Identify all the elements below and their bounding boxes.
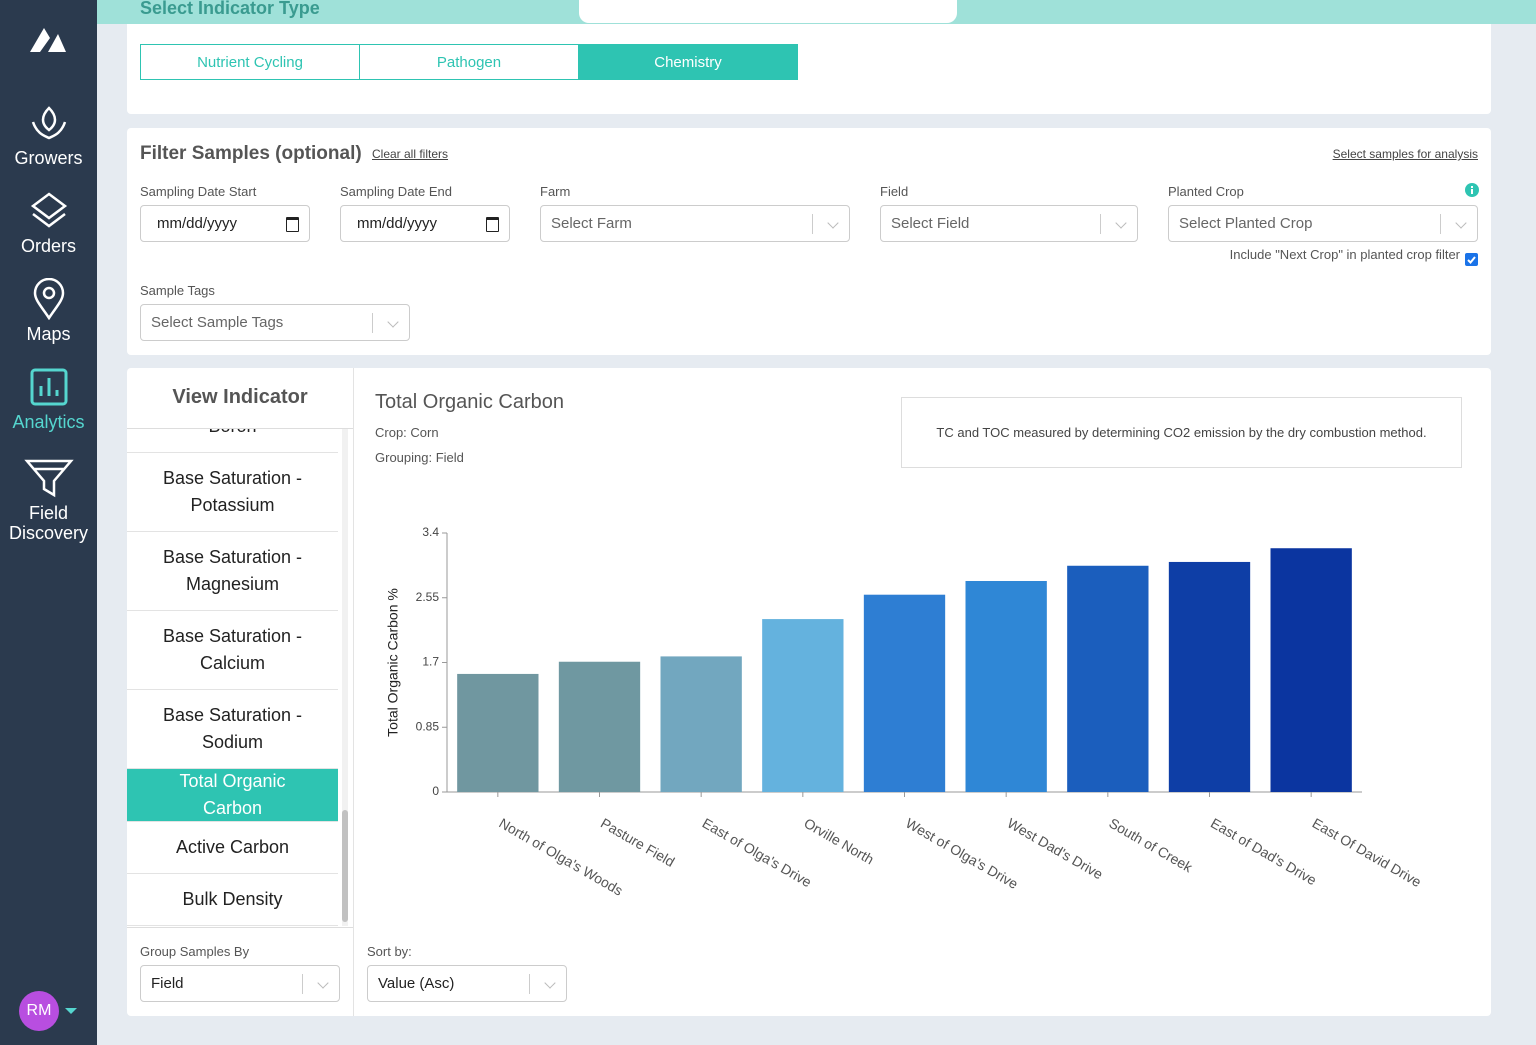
bar bbox=[1067, 565, 1149, 792]
nav-label: Analytics bbox=[12, 412, 85, 432]
info-icon[interactable] bbox=[1465, 183, 1479, 197]
logo bbox=[30, 28, 66, 52]
chart-title: Total Organic Carbon bbox=[375, 391, 564, 413]
y-tick-label: 2.55 bbox=[416, 590, 440, 604]
sort-label: Sort by: bbox=[367, 944, 412, 959]
nav-analytics[interactable]: Analytics bbox=[0, 366, 97, 432]
x-tick-label: East of Dad's Drive bbox=[1208, 815, 1320, 889]
x-tick-label: Pasture Field bbox=[598, 815, 677, 870]
bar bbox=[863, 594, 946, 792]
checkbox[interactable] bbox=[1465, 253, 1478, 266]
y-tick-label: 0.85 bbox=[416, 719, 440, 733]
bar bbox=[457, 673, 539, 792]
date-input[interactable]: mm/dd/yyyy bbox=[140, 205, 310, 242]
select-value: Value (Asc) bbox=[378, 975, 455, 992]
field-label: Farm bbox=[540, 184, 571, 199]
nav-field-discovery[interactable]: Field Discovery bbox=[0, 455, 97, 543]
select-input[interactable]: Select Farm bbox=[540, 205, 850, 242]
field-label: Sampling Date Start bbox=[140, 184, 257, 199]
grouping-info: Grouping: Field bbox=[375, 450, 464, 465]
indicator-item[interactable]: Boron bbox=[127, 429, 338, 453]
date-input[interactable]: mm/dd/yyyy bbox=[340, 205, 510, 242]
group-select[interactable]: Field bbox=[140, 965, 340, 1002]
field-label: Field bbox=[880, 184, 909, 199]
placeholder: Select Field bbox=[891, 215, 970, 232]
indicator-item[interactable]: Base Saturation - Calcium bbox=[127, 611, 338, 690]
nav-orders[interactable]: Orders bbox=[0, 190, 97, 256]
placeholder: Select Sample Tags bbox=[151, 314, 284, 331]
nav-label: Field Discovery bbox=[8, 503, 88, 543]
bar bbox=[762, 619, 844, 792]
indicator-item[interactable]: Base Saturation - Magnesium bbox=[127, 532, 338, 611]
sidebar: Growers Orders Maps Analytics Field Disc… bbox=[0, 0, 97, 1045]
tab[interactable]: Nutrient Cycling bbox=[140, 44, 360, 80]
nav-label: Maps bbox=[26, 324, 71, 344]
divider bbox=[127, 428, 353, 429]
bar bbox=[660, 656, 742, 792]
placeholder: mm/dd/yyyy bbox=[357, 215, 438, 232]
select-input[interactable]: Select Field bbox=[880, 205, 1138, 242]
avatar-caret[interactable] bbox=[65, 1007, 77, 1015]
indicator-item[interactable]: Bulk Density bbox=[127, 874, 338, 926]
nav-label: Growers bbox=[14, 148, 83, 168]
filter-title: Filter Samples (optional) bbox=[140, 143, 362, 164]
group-label: Group Samples By bbox=[140, 944, 250, 959]
indicator-item[interactable]: Base Saturation - Sodium bbox=[127, 690, 338, 769]
sort-select[interactable]: Value (Asc) bbox=[367, 965, 567, 1002]
divider bbox=[127, 927, 353, 928]
nav-label: Orders bbox=[20, 236, 76, 256]
placeholder: mm/dd/yyyy bbox=[157, 215, 238, 232]
x-tick-label: West Dad's Drive bbox=[1005, 815, 1106, 883]
divider bbox=[353, 368, 354, 1016]
x-tick-label: West of Olga's Drive bbox=[903, 815, 1021, 892]
y-tick-label: 1.7 bbox=[422, 655, 439, 669]
x-tick-label: East of Olga's Drive bbox=[700, 815, 815, 891]
bar bbox=[1270, 548, 1352, 792]
field-label: Planted Crop bbox=[1168, 184, 1244, 199]
y-tick-label: 0 bbox=[432, 784, 439, 798]
chart: Total Organic Carbon %00.851.72.553.4Nor… bbox=[385, 525, 1425, 899]
select-value: Field bbox=[151, 975, 184, 992]
field-label: Sampling Date End bbox=[340, 184, 453, 199]
list-heading: View Indicator bbox=[172, 386, 308, 408]
nav-growers[interactable]: Growers bbox=[0, 104, 97, 168]
field-label: Sample Tags bbox=[140, 283, 215, 298]
nav-maps[interactable]: Maps bbox=[0, 278, 97, 344]
tab[interactable]: Pathogen bbox=[359, 44, 579, 80]
select-input[interactable]: Select Planted Crop bbox=[1168, 205, 1478, 242]
bar bbox=[1168, 561, 1251, 792]
bar bbox=[965, 580, 1047, 792]
bar bbox=[558, 661, 641, 792]
placeholder: Select Planted Crop bbox=[1179, 215, 1313, 232]
y-axis-label: Total Organic Carbon % bbox=[385, 588, 401, 737]
method-description: TC and TOC measured by determining CO2 e… bbox=[901, 397, 1462, 468]
section-heading: Select Indicator Type bbox=[140, 0, 320, 18]
scroll-thumb[interactable] bbox=[342, 810, 348, 922]
x-tick-label: East Of David Drive bbox=[1310, 815, 1425, 890]
crop-info: Crop: Corn bbox=[375, 425, 439, 440]
avatar[interactable]: RM bbox=[19, 991, 59, 1031]
tab-active[interactable]: Chemistry bbox=[578, 44, 798, 80]
clear-filters[interactable]: Clear all filters bbox=[372, 147, 449, 161]
checkbox-label: Include "Next Crop" in planted crop filt… bbox=[1229, 247, 1460, 262]
x-tick-label: Orville North bbox=[801, 815, 876, 868]
indicator-item[interactable]: Base Saturation - Potassium bbox=[127, 453, 338, 532]
placeholder: Select Farm bbox=[551, 215, 632, 232]
select-samples-link[interactable]: Select samples for analysis bbox=[1332, 147, 1478, 161]
select-input[interactable]: Select Sample Tags bbox=[140, 304, 410, 341]
top-popover bbox=[579, 0, 957, 23]
x-tick-label: South of Creek bbox=[1106, 815, 1196, 876]
y-tick-label: 3.4 bbox=[422, 525, 439, 539]
scrollbar bbox=[342, 429, 348, 926]
indicator-item[interactable]: Active Carbon bbox=[127, 822, 338, 874]
indicator-item[interactable]: Total Organic Carbon bbox=[127, 769, 338, 822]
